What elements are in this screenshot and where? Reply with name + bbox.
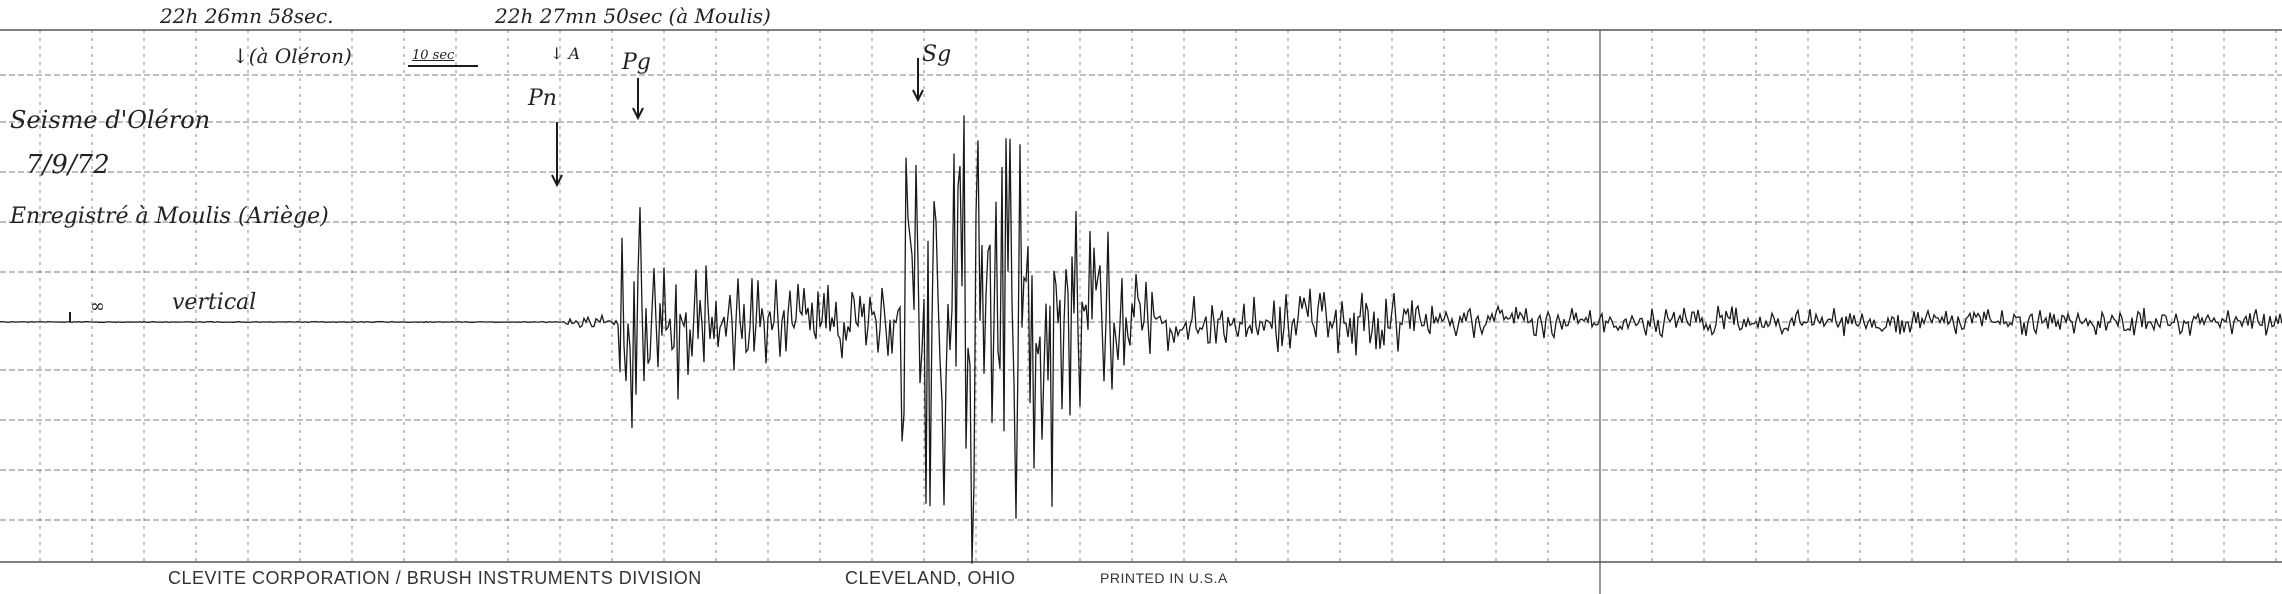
footer-manufacturer: CLEVITE CORPORATION / BRUSH INSTRUMENTS … — [168, 568, 702, 588]
component-label: vertical — [172, 290, 257, 315]
phase-pn-label: Pn — [528, 86, 557, 111]
event-date: 7/9/72 — [26, 150, 110, 180]
scale-bar-label: 10 sec — [412, 48, 455, 63]
gain-label: ∞ — [90, 296, 105, 317]
phase-pg-label: Pg — [622, 50, 651, 75]
footer-printed: PRINTED IN U.S.A — [1100, 570, 1228, 586]
oleron-marker: ↓(à Oléron) — [232, 44, 352, 68]
pg-arrow-head — [632, 107, 644, 121]
pn-arrow-head — [551, 174, 563, 188]
time-oleron: 22h 26mn 58sec. — [160, 4, 334, 28]
sg-arrow-head — [912, 89, 924, 103]
time-moulis: 22h 27mn 50sec (à Moulis) — [495, 4, 771, 28]
footer-city: CLEVELAND, OHIO — [845, 568, 1016, 588]
annotation-arrows — [69, 58, 924, 322]
seismic-trace — [0, 115, 2282, 564]
station-note: Enregistré à Moulis (Ariège) — [10, 204, 329, 229]
arrival-marker: ↓ A — [550, 44, 581, 63]
phase-sg-label: Sg — [922, 42, 952, 67]
event-title: Seisme d'Oléron — [10, 106, 211, 134]
